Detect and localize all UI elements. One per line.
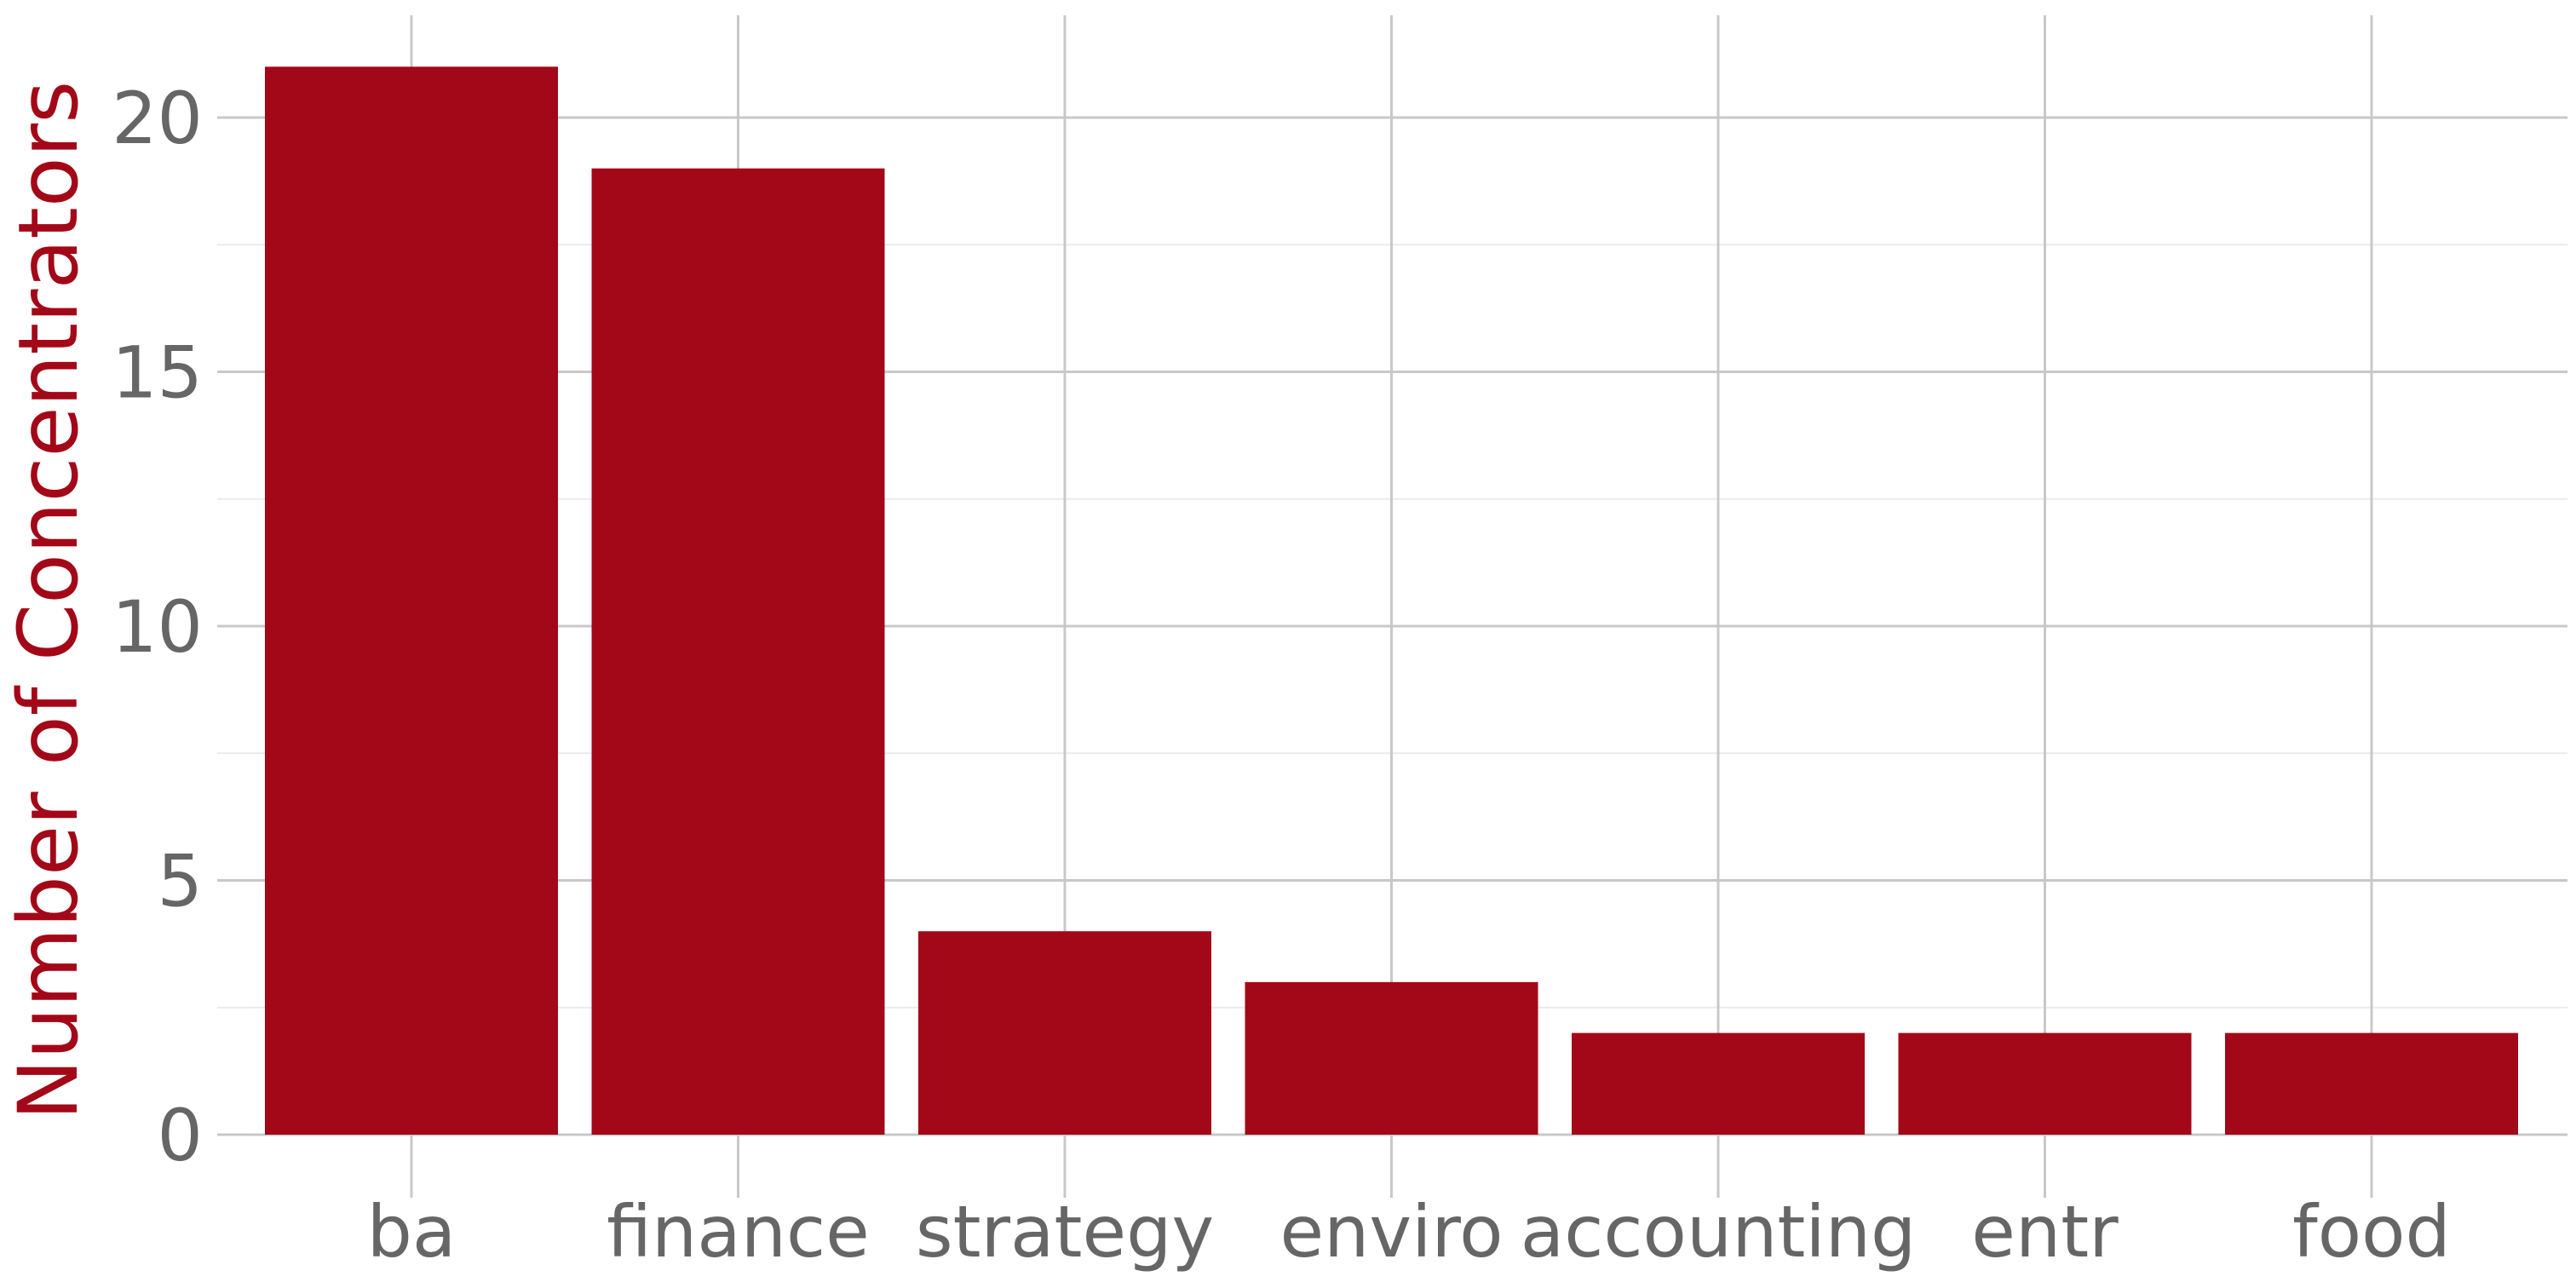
y-tick-label: 15 [112, 331, 203, 415]
x-tick-label-food: food [2292, 1190, 2451, 1274]
y-axis-title: Number of Concentrators [1, 81, 96, 1120]
bar-entr [1898, 1032, 2192, 1135]
bars [265, 66, 2518, 1136]
bar-food [2225, 1032, 2518, 1135]
x-tick-labels: ba finance strategy enviro accounting entr foo… [367, 1190, 2451, 1274]
y-tick-label: 10 [112, 585, 203, 669]
bar-ba [265, 66, 558, 1135]
bar-finance [591, 168, 885, 1136]
bar-enviro [1245, 981, 1538, 1135]
y-tick-label: 0 [158, 1094, 203, 1177]
y-tick-labels: 0 5 10 15 20 [112, 77, 203, 1177]
bar-strategy [918, 931, 1211, 1135]
x-tick-label-accounting: accounting [1521, 1190, 1917, 1274]
y-tick-label: 20 [112, 77, 203, 160]
x-tick-label-finance: finance [607, 1190, 870, 1274]
bar-accounting [1572, 1032, 1865, 1135]
x-tick-label-entr: entr [1971, 1190, 2119, 1274]
x-tick-label-enviro: enviro [1279, 1190, 1503, 1274]
y-tick-label: 5 [158, 840, 203, 923]
x-tick-label-strategy: strategy [916, 1190, 1214, 1274]
x-tick-label-ba: ba [367, 1190, 457, 1274]
